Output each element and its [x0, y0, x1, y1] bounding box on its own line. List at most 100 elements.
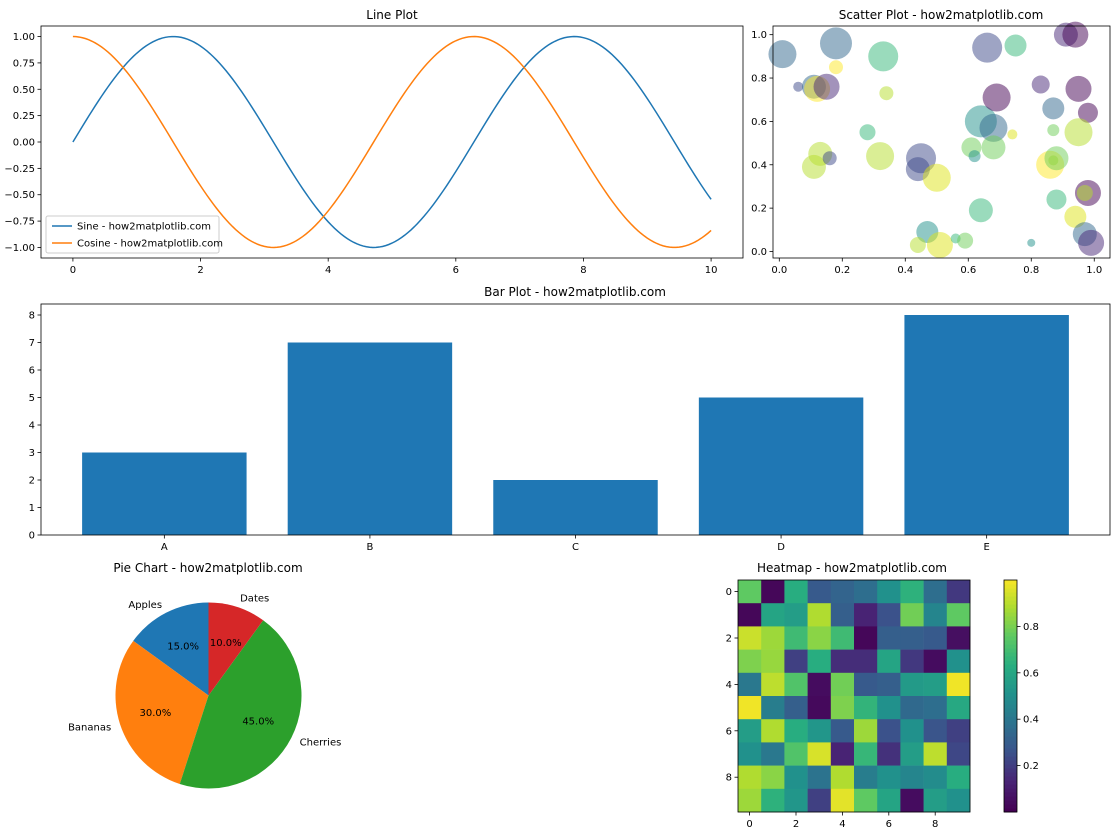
- bar-xtick-label: E: [983, 542, 989, 553]
- pie-slice-dates: [208, 602, 264, 696]
- heatmap-cell: [761, 788, 785, 813]
- scatter-point: [822, 151, 837, 166]
- heatmap-cell: [923, 765, 948, 790]
- scatter-point: [922, 163, 951, 192]
- heatmap-xtick-label: 4: [839, 819, 845, 830]
- heatmap-cell: [830, 580, 855, 604]
- heatmap-cell: [761, 672, 785, 697]
- scatter-ytick-label: 0.4: [751, 160, 767, 171]
- scatter-point: [768, 40, 797, 69]
- scatter-point: [1031, 75, 1050, 94]
- colorbar-segment: [1004, 684, 1017, 689]
- scatter-axes-frame: [772, 25, 1111, 259]
- heatmap-ytick-label: 8: [726, 773, 732, 784]
- scatter-point: [1064, 205, 1087, 228]
- line-xtick-label: 0: [70, 265, 76, 276]
- colorbar-segment: [1004, 800, 1017, 805]
- heatmap-cell: [761, 719, 785, 743]
- heatmap-cell: [877, 672, 901, 697]
- colorbar-segment: [1004, 660, 1017, 665]
- heatmap-cell: [738, 580, 762, 604]
- colorbar-segment: [1004, 652, 1017, 657]
- line-xtick-label: 6: [453, 265, 459, 276]
- heatmap-cell: [738, 719, 762, 743]
- pie-chart-marks: Apples 15.0% Bananas 30.0% Cherries 45.0% Date…: [68, 594, 341, 789]
- heatmap-cell: [807, 580, 832, 604]
- heatmap-cell: [877, 742, 901, 766]
- heatmap-cell: [807, 742, 832, 766]
- heatmap-ytick-label: 6: [726, 726, 732, 737]
- heatmap-cell: [923, 603, 948, 627]
- scatter-xtick-label: 0.8: [1023, 265, 1039, 276]
- heatmap-cell: [923, 580, 948, 604]
- legend-sine-label: Sine - how2matplotlib.com: [77, 222, 211, 233]
- pie-slice-cherries: [179, 620, 302, 789]
- heatmap-cell: [761, 649, 785, 674]
- colorbar-segment: [1004, 588, 1017, 593]
- heatmap-cell: [946, 742, 971, 766]
- line-plot: Line Plot 0 2 4 6 8 10 −1.00 −0.75 −0.50 −0.25 0.0…: [4, 8, 744, 276]
- heatmap-cell: [923, 649, 948, 674]
- colorbar-segment: [1004, 736, 1017, 741]
- heatmap-cell: [900, 603, 924, 627]
- bar-ytick-label: 5: [29, 393, 35, 404]
- heatmap-cell: [807, 649, 832, 674]
- scatter-point: [1047, 124, 1060, 137]
- heatmap-cell: [877, 603, 901, 627]
- scatter-point: [972, 32, 1003, 63]
- heatmap-cell: [830, 626, 855, 650]
- colorbar-segment: [1004, 768, 1017, 773]
- colorbar-segment: [1004, 592, 1017, 597]
- scatter-point: [813, 73, 840, 100]
- heatmap-cell: [923, 788, 948, 813]
- scatter-point: [909, 236, 926, 253]
- scatter-point: [968, 150, 981, 163]
- scatter-point: [981, 135, 1006, 160]
- colorbar-segment: [1004, 728, 1017, 733]
- heatmap-cell: [923, 719, 948, 743]
- pie-slice-bananas: [115, 640, 209, 784]
- heatmap-cell: [877, 580, 901, 604]
- colorbar-segment: [1004, 604, 1017, 609]
- colorbar-segment: [1004, 632, 1017, 637]
- line-ytick-label: 1.00: [13, 32, 35, 43]
- scatter-point: [793, 81, 804, 92]
- heatmap-cell: [900, 719, 924, 743]
- colorbar-segment: [1004, 616, 1017, 621]
- heatmap-cell: [900, 765, 924, 790]
- colorbar-segment: [1004, 672, 1017, 677]
- colorbar-segment: [1004, 772, 1017, 777]
- scatter-xtick-label: 0.6: [960, 265, 976, 276]
- scatter-point: [879, 86, 894, 101]
- pie-pct-dates: 10.0%: [210, 638, 242, 649]
- heatmap-cell: [761, 580, 785, 604]
- heatmap-cell: [830, 719, 855, 743]
- scatter-point: [1065, 75, 1092, 102]
- scatter-point: [1077, 102, 1098, 123]
- heatmap-cell: [923, 626, 948, 650]
- scatter-point: [968, 198, 993, 223]
- pie-label-dates: Dates: [240, 594, 269, 605]
- heatmap-cell: [738, 788, 762, 813]
- heatmap-cell: [830, 742, 855, 766]
- colorbar-segment: [1004, 648, 1017, 653]
- heatmap-cell: [830, 788, 855, 813]
- scatter-point: [1044, 146, 1069, 171]
- colorbar-tick-label: 0.2: [1023, 761, 1039, 772]
- line-xtick-label: 4: [325, 265, 331, 276]
- scatter-xtick-label: 0.4: [897, 265, 913, 276]
- heatmap-cell: [900, 626, 924, 650]
- colorbar-segment: [1004, 784, 1017, 789]
- heatmap-title: Heatmap - how2matplotlib.com: [757, 561, 947, 575]
- colorbar-segment: [1004, 584, 1017, 589]
- scatter-point: [1027, 238, 1036, 247]
- scatter-ytick-label: 0.0: [751, 247, 767, 258]
- scatter-point: [926, 231, 953, 258]
- heatmap-cell: [738, 626, 762, 650]
- bar-B: [287, 342, 453, 535]
- pie-chart: Pie Chart - how2matplotlib.com Apples 15.…: [68, 561, 341, 789]
- scatter-xtick-label: 0.0: [771, 265, 787, 276]
- heatmap-cell: [946, 649, 971, 674]
- heatmap-cell: [761, 742, 785, 766]
- heatmap-ytick-label: 0: [726, 587, 732, 598]
